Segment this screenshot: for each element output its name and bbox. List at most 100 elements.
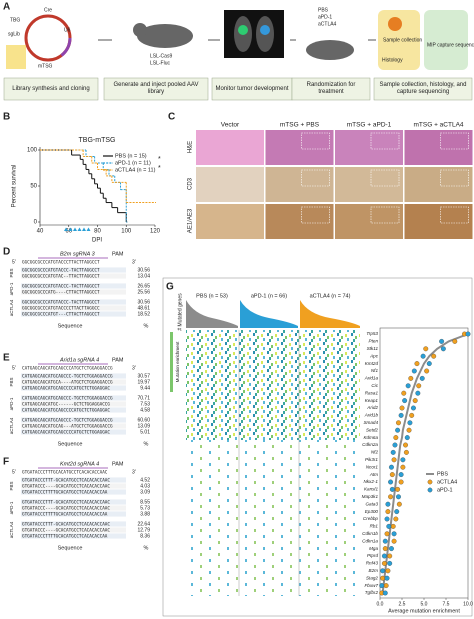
dot [380, 575, 386, 581]
dot [420, 353, 426, 359]
sequence: CATGAGCAGCATGC------GCTCTGGAGGACCG [22, 402, 110, 408]
dot [412, 398, 418, 404]
gene-label: Atm [369, 472, 378, 477]
colorbar-label: Mutation enrichment [175, 341, 180, 383]
dot [391, 531, 397, 537]
inset-box [301, 132, 330, 150]
gene-label: Apc [369, 353, 379, 358]
gene-label: Smad4 [363, 420, 378, 425]
legend-swatch [427, 487, 433, 493]
x-tick-label: 100 [121, 229, 132, 235]
percent: 3.88 [140, 511, 150, 517]
legend-label: aPD-1 (n = 11) [115, 160, 151, 166]
gene-label: Ep300 [365, 509, 379, 514]
step-box [3, 77, 99, 101]
step-caption: Randomization for treatment [306, 82, 356, 95]
seq-row-bg [21, 505, 126, 511]
panel-border [162, 277, 473, 617]
gene-label: Stk11 [367, 346, 379, 351]
mutation-count-profile [300, 300, 360, 328]
gene-label: Cdkn2a [362, 442, 378, 447]
percent: 22.64 [137, 521, 150, 527]
sequence: CATGAGCAGCATGCAGCCC-TGCTCTGGAGGACCG [22, 396, 113, 402]
strand-end: 5' [12, 365, 16, 371]
seq-row-bg [21, 527, 126, 533]
percent: 70.71 [137, 395, 150, 401]
sequence: GTGATACCC----GCACATGCCTCACACACCAAC [22, 506, 110, 512]
footer-sequence: Sequence [58, 323, 83, 329]
dot [398, 412, 404, 418]
seq-row-bg [21, 267, 126, 273]
gene-label: Cdkn1a [362, 538, 378, 543]
dot [390, 449, 396, 455]
dot [409, 412, 415, 418]
gene-label: Nkx2-1 [363, 479, 378, 484]
percent: 5.01 [140, 429, 150, 435]
step-caption: Sample collection, histology, and captur… [379, 82, 467, 95]
inset-box [301, 169, 330, 187]
gene-label: Keap1 [365, 398, 379, 403]
pam-label: PAM [112, 461, 124, 467]
dot [402, 398, 408, 404]
histology-image [265, 130, 334, 165]
step-box [373, 77, 473, 101]
percent: 9.44 [140, 385, 150, 391]
sequence: GTGATACCCTTTTGCACATGCCTCACACACCAA [22, 534, 108, 540]
step-caption-box: Monitor tumor development [215, 86, 288, 92]
dot [400, 457, 406, 463]
dot [396, 420, 401, 426]
sequence: GTGATACCCTTT-GCACATGCCTCACACACCAAC [22, 522, 110, 528]
panel-label: D [3, 247, 10, 258]
seq-row-bg [21, 305, 126, 311]
legend-label: aPD-1 [437, 487, 453, 493]
row-label: H&E [188, 141, 194, 153]
inset-box [370, 132, 400, 150]
gene-label: Kmt2d [365, 361, 379, 366]
percent: 13.04 [137, 273, 150, 279]
gene-label: Tgfbr2 [365, 590, 379, 595]
dot [384, 575, 390, 581]
histology-image [404, 130, 473, 165]
percent: 12.79 [137, 527, 150, 533]
seq-row-bg [21, 395, 126, 401]
footer-percent: % [144, 323, 149, 329]
seq-row-bg [21, 407, 126, 413]
gene-label: Ncor1 [366, 464, 379, 469]
gene-label: Arid1a [364, 376, 379, 381]
step-caption-box: Sample collection, histology, and captur… [379, 82, 467, 95]
sequence: CATGAGCAGCATGCAGCCCCATGCTCTGGAGGAC [22, 408, 110, 414]
strand-end: 5' [12, 469, 16, 475]
dot [389, 472, 395, 478]
dot [406, 427, 412, 433]
treatment-marker [73, 227, 77, 231]
group-label: aCTLA4 (n = 74) [310, 293, 351, 299]
sequence: GTGATACCC----GCACATGCCTCACACACCAAC [22, 484, 110, 490]
dot [390, 523, 396, 529]
seq-row-bg [21, 283, 126, 289]
guide-label: Kmt2d sgRNA 4 [60, 461, 99, 467]
percent: 7.53 [140, 401, 150, 407]
seq-row-bg [21, 379, 126, 385]
reference-seq: GGCGGCGCCCATGTACCCTTACTTAGGCCT [22, 260, 100, 266]
dot [389, 486, 395, 492]
legend-label: aCTLA4 (n = 11) [115, 167, 156, 173]
sequence: GTGATACCCTTT-GCACATGCCTCACACACCAAC [22, 500, 110, 506]
percent: 18.52 [137, 311, 150, 317]
gene-label: Rb1 [370, 524, 379, 529]
group-label: aPD-1 (n = 66) [251, 293, 287, 299]
panel-label: G [166, 282, 174, 293]
dot [396, 494, 401, 500]
treatment-marker [64, 227, 68, 231]
dot [393, 516, 399, 522]
histology-image [404, 204, 473, 239]
reference-seq: CATGAGCAGCATGCAGCCCATGCTCTGGAGGACCG [22, 366, 113, 372]
step-caption: Library synthesis and cloning [12, 85, 90, 92]
percent: 48.61 [137, 305, 150, 311]
gene-label: Map3k1 [362, 494, 379, 499]
dot [403, 449, 409, 455]
histology-image [335, 204, 403, 239]
percent: 30.56 [137, 267, 150, 273]
group-label: PBS [9, 268, 14, 277]
dot [415, 390, 421, 396]
percent: 60.60 [137, 417, 150, 423]
